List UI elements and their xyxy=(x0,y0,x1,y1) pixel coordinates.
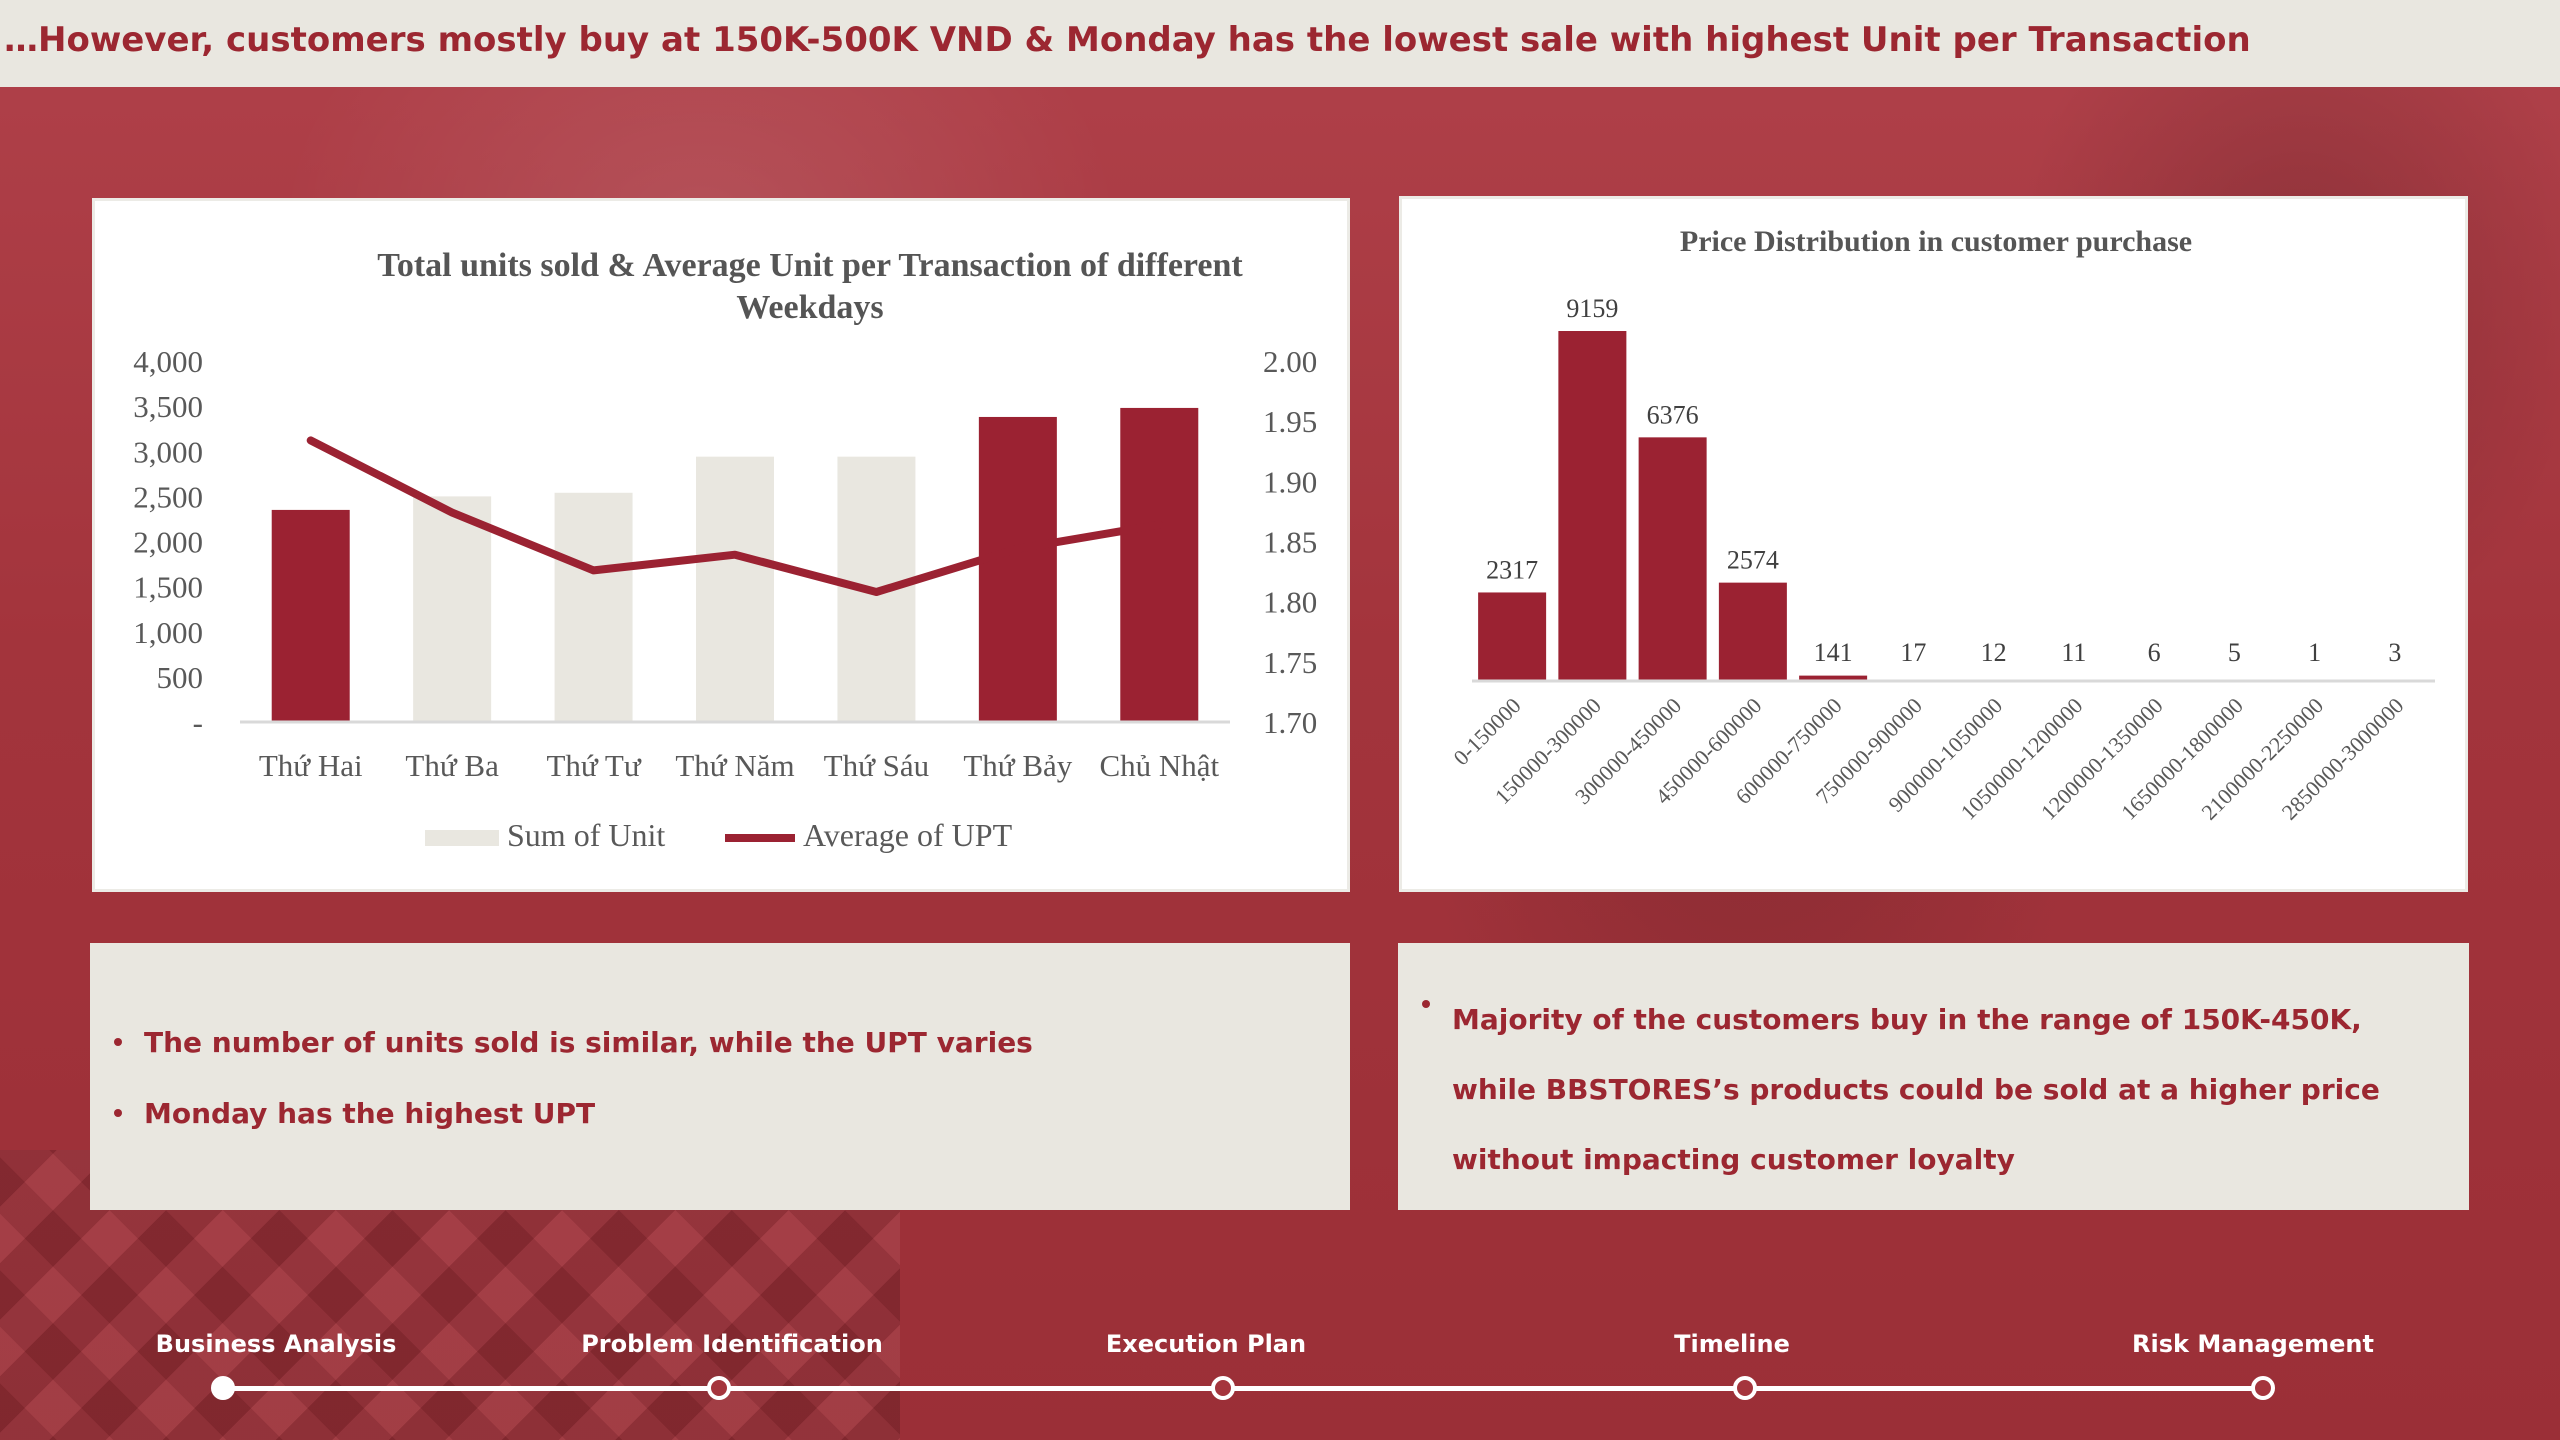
bar-chu-nhat xyxy=(1120,407,1199,722)
weekday-label-thu-hai: Thứ Hai xyxy=(259,748,363,783)
data-label-1200000-1350000: 6 xyxy=(2148,638,2161,667)
timeline-step-problem-identification-label[interactable]: Problem Identification xyxy=(581,1330,883,1358)
timeline-step-timeline-label[interactable]: Timeline xyxy=(1674,1330,1790,1358)
timeline-step-execution-plan-dot[interactable] xyxy=(1211,1376,1235,1400)
price-bar-450000-600000 xyxy=(1718,582,1787,681)
upt-line xyxy=(306,436,1164,596)
left-axis-tick-label: 3,500 xyxy=(133,389,203,424)
right-axis-ticks: 1.70 1.75 1.80 1.85 1.90 1.95 2.00 xyxy=(1263,344,1317,740)
data-label-750000-900000: 17 xyxy=(1900,638,1926,667)
right-axis-tick-label: 1.70 xyxy=(1263,705,1317,740)
price-distribution-chart: Price Distribution in customer purchase … xyxy=(1399,196,2468,892)
left-axis-tick-label: 4,000 xyxy=(133,344,203,379)
right-axis-tick-label: 1.75 xyxy=(1263,645,1317,680)
data-label-150000-300000: 9159 xyxy=(1566,294,1618,323)
data-label-600000-750000: 141 xyxy=(1814,638,1853,667)
price-bar-600000-750000 xyxy=(1799,675,1868,681)
left-axis-tick-label: 3,000 xyxy=(133,434,203,469)
left-axis-tick-label: - xyxy=(193,705,203,740)
left-axis-tick-label: 1,000 xyxy=(133,615,203,650)
data-label-2100000-2250000: 1 xyxy=(2308,638,2321,667)
unit-bars xyxy=(271,407,1199,722)
weekday-units-chart-svg: Total units sold & Average Unit per Tran… xyxy=(133,247,1317,853)
bar-thu-bay xyxy=(978,416,1057,722)
weekday-label-chu-nhat: Chủ Nhật xyxy=(1099,748,1219,783)
data-label-1650000-1800000: 5 xyxy=(2228,638,2241,667)
timeline-step-risk-management-dot[interactable] xyxy=(2251,1376,2275,1400)
price-range-labels: 0-150000150000-300000300000-450000450000… xyxy=(1448,693,2408,825)
price-bar-300000-450000 xyxy=(1638,437,1707,681)
price-insights-box: Majority of the customers buy in the ran… xyxy=(1398,943,2469,1210)
weekday-label-thu-ba: Thứ Ba xyxy=(405,748,499,783)
weekday-insight-1: The number of units sold is similar, whi… xyxy=(114,1023,1033,1063)
price-bars xyxy=(1478,331,2429,681)
right-axis-tick-label: 1.85 xyxy=(1263,525,1317,560)
timeline-line xyxy=(222,1386,2262,1391)
timeline-step-business-analysis-dot[interactable] xyxy=(211,1376,235,1400)
price-insight-1: Majority of the customers buy in the ran… xyxy=(1422,985,2452,1195)
weekday-insights-list: The number of units sold is similar, whi… xyxy=(114,1023,1033,1165)
data-label-2850000-3000000: 3 xyxy=(2388,638,2401,667)
timeline-step-risk-management-label[interactable]: Risk Management xyxy=(2132,1330,2374,1358)
page-title: …However, customers mostly buy at 150K-5… xyxy=(4,20,2251,60)
weekday-label-thu-tu: Thứ Tư xyxy=(546,748,641,783)
left-axis-tick-label: 1,500 xyxy=(133,570,203,605)
data-label-450000-600000: 2574 xyxy=(1727,546,1779,575)
bar-thu-hai xyxy=(271,509,350,722)
chart-legend: Sum of Unit Average of UPT xyxy=(425,817,1013,853)
weekday-label-thu-bay: Thứ Bảy xyxy=(963,748,1072,783)
price-bar-150000-300000 xyxy=(1558,331,1627,681)
left-axis-ticks: - 500 1,000 1,500 2,000 2,500 3,000 3,500 4,000 xyxy=(133,344,203,740)
chart-title-line-1: Total units sold & Average Unit per Tran… xyxy=(377,247,1243,284)
legend-label-sum-of-unit: Sum of Unit xyxy=(507,817,665,853)
right-axis-tick-label: 1.95 xyxy=(1263,404,1317,439)
weekday-labels: Thứ Hai Thứ Ba Thứ Tư Thứ Năm Thứ Sáu Thứ Bảy… xyxy=(259,748,1220,783)
data-label-1050000-1200000: 11 xyxy=(2061,638,2086,667)
chart-title: Price Distribution in customer purchase xyxy=(1680,225,2192,258)
weekday-label-thu-sau: Thứ Sáu xyxy=(824,748,930,783)
price-range-label-0-150000: 0-150000 xyxy=(1448,693,1525,770)
left-axis-tick-label: 500 xyxy=(157,660,204,695)
left-axis-tick-label: 2,000 xyxy=(133,525,203,560)
weekday-insights-box: The number of units sold is similar, whi… xyxy=(90,943,1350,1210)
bar-thu-ba xyxy=(413,496,492,722)
left-axis-tick-label: 2,500 xyxy=(133,479,203,514)
bar-thu-tu xyxy=(554,492,633,722)
right-axis-tick-label: 2.00 xyxy=(1263,344,1317,379)
legend-swatch-sum-of-unit xyxy=(425,830,499,846)
timeline-step-execution-plan-label[interactable]: Execution Plan xyxy=(1105,1330,1307,1358)
legend-label-average-of-upt: Average of UPT xyxy=(803,817,1013,853)
price-bar-0-150000 xyxy=(1478,592,1547,681)
chart-title-line-2: Weekdays xyxy=(736,289,883,326)
weekday-insight-2: Monday has the highest UPT xyxy=(114,1094,1033,1134)
bar-thu-nam xyxy=(696,456,774,722)
title-bar: …However, customers mostly buy at 150K-5… xyxy=(0,0,2560,87)
right-axis-tick-label: 1.80 xyxy=(1263,585,1317,620)
data-label-300000-450000: 6376 xyxy=(1647,400,1699,429)
timeline-step-business-analysis-label[interactable]: Business Analysis xyxy=(155,1330,397,1358)
right-axis-tick-label: 1.90 xyxy=(1263,464,1317,499)
weekday-label-thu-nam: Thứ Năm xyxy=(675,748,794,783)
price-distribution-chart-svg: Price Distribution in customer purchase … xyxy=(1448,225,2435,825)
timeline-step-problem-identification-dot[interactable] xyxy=(707,1376,731,1400)
timeline-step-timeline-dot[interactable] xyxy=(1733,1376,1757,1400)
data-label-0-150000: 2317 xyxy=(1486,555,1538,584)
weekday-units-chart: Total units sold & Average Unit per Tran… xyxy=(92,198,1350,892)
data-labels: 2317 9159 6376 2574 141 17 12 11 6 5 1 3 xyxy=(1486,294,2401,667)
price-insights-list: Majority of the customers buy in the ran… xyxy=(1422,985,2452,1195)
data-label-900000-1050000: 12 xyxy=(1981,638,2007,667)
